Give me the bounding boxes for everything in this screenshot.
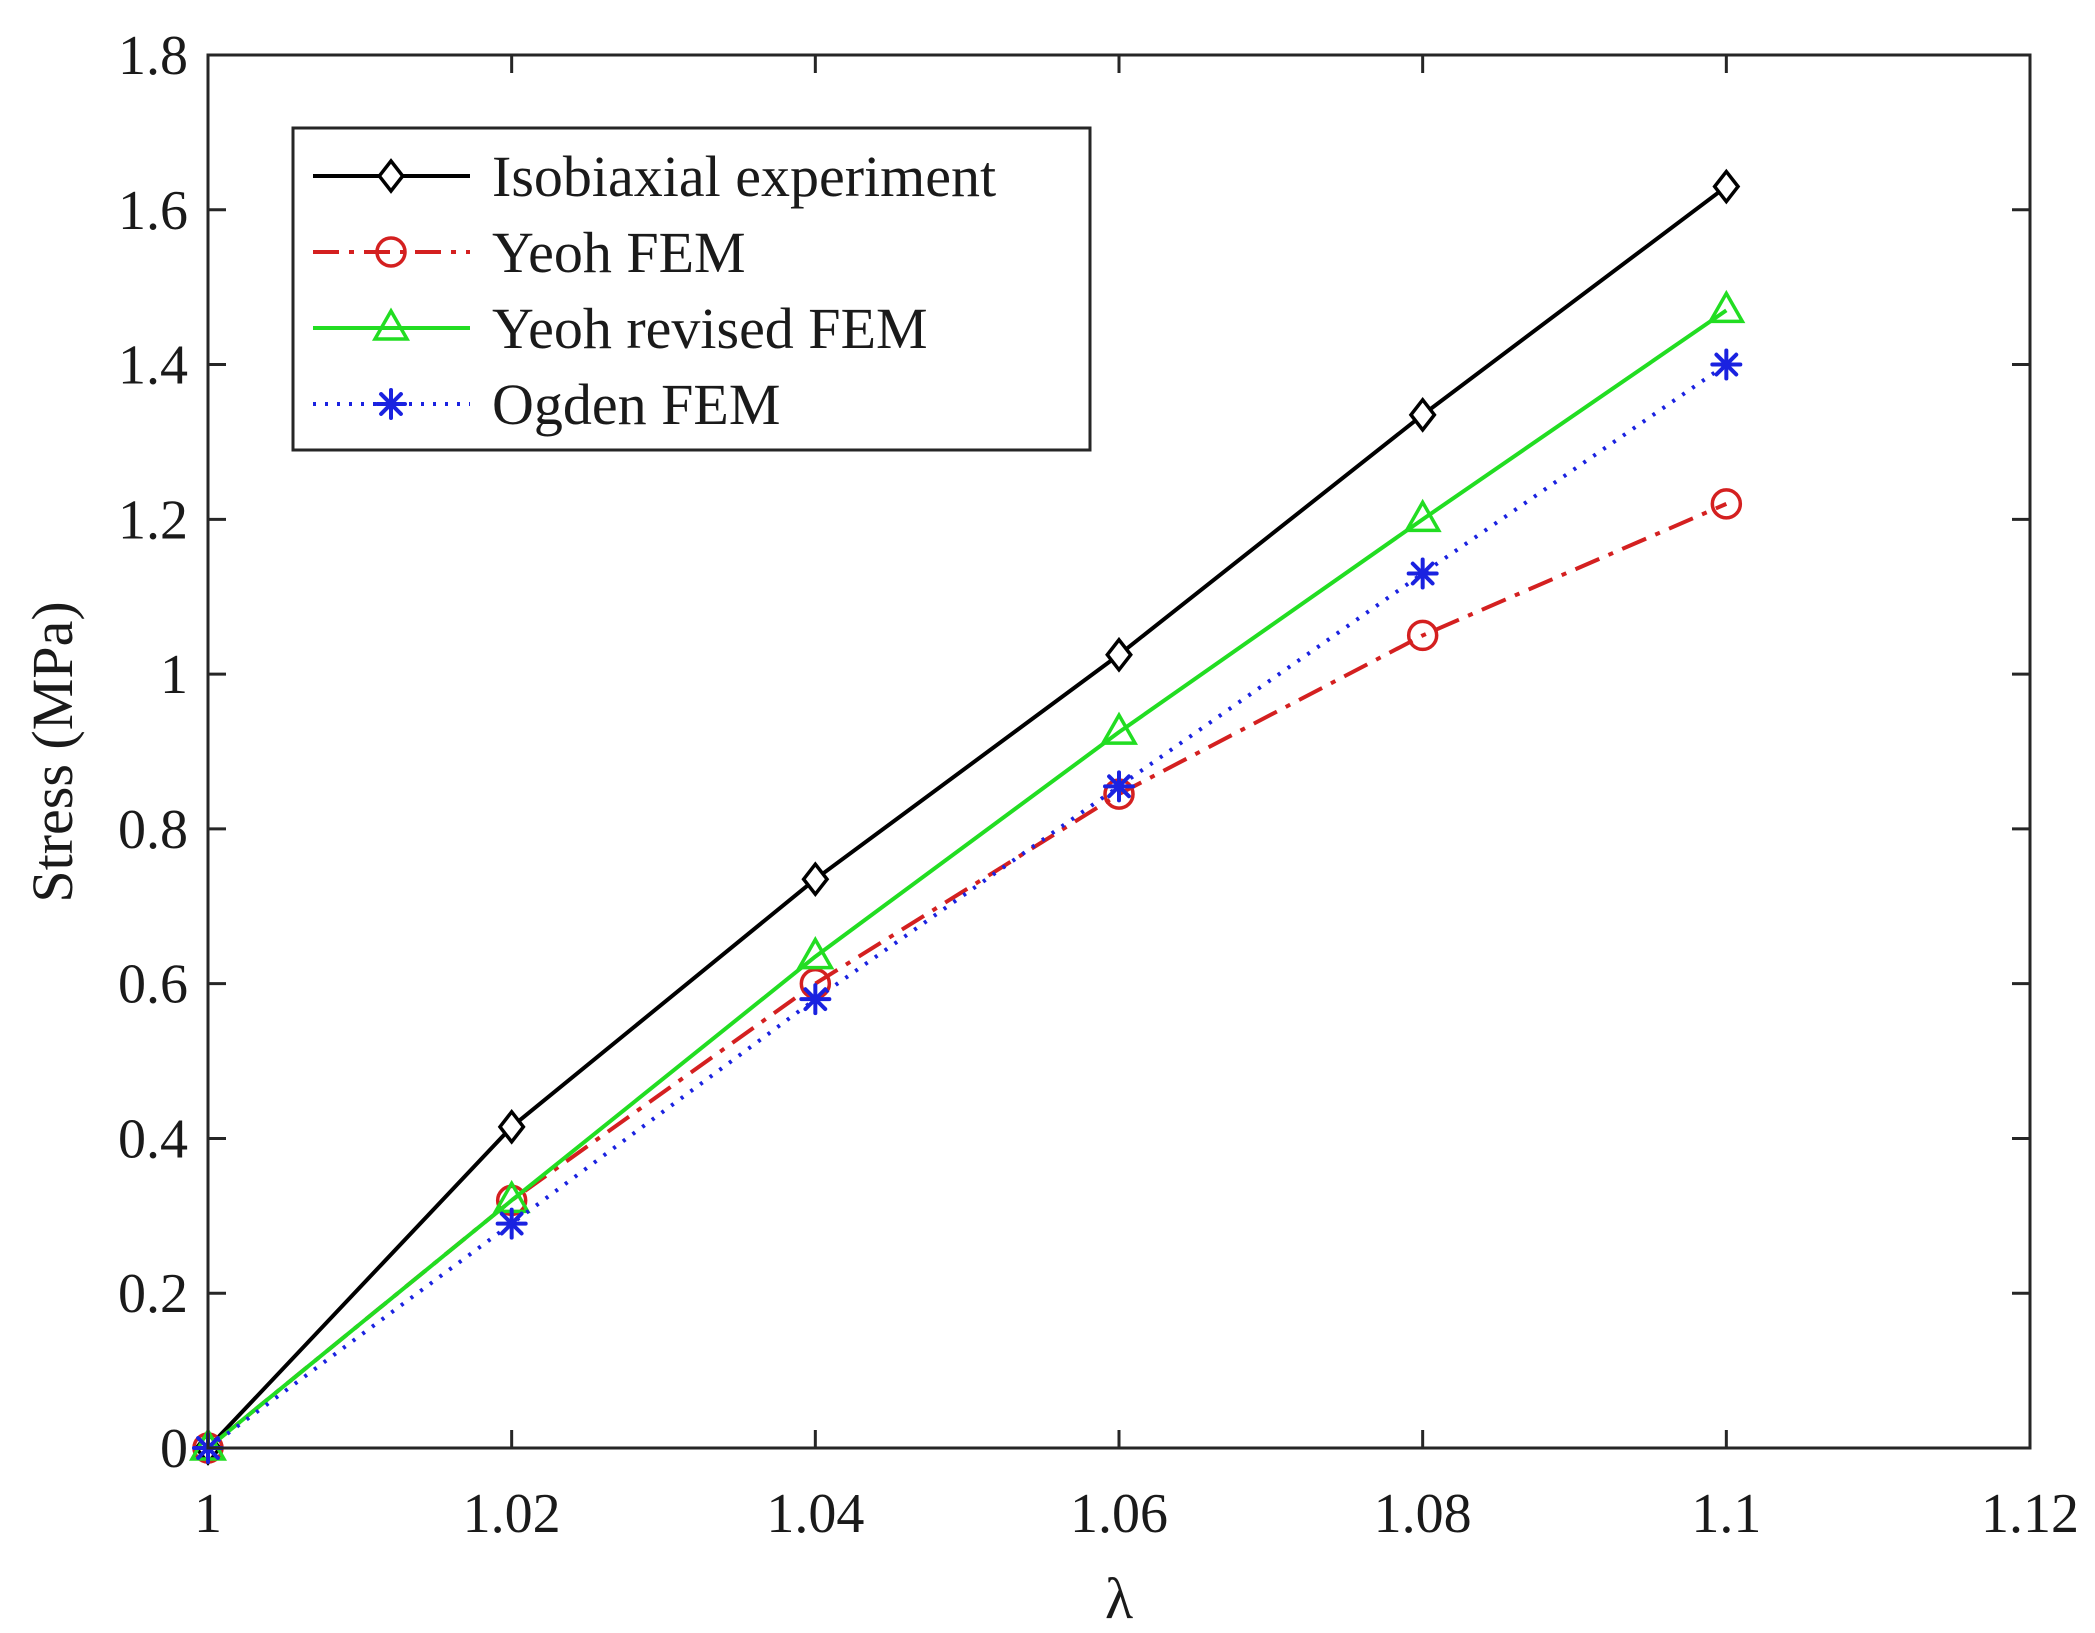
y-tick-label: 1.2 [118,489,188,551]
data-point-3-4 [1406,557,1439,590]
legend-item-2: Yeoh revised FEM [313,296,928,361]
x-tick-label: 1.08 [1374,1483,1472,1545]
data-point-2-2 [796,936,835,970]
x-tick-label: 1.1 [1691,1483,1761,1545]
data-point-3-5 [1710,348,1743,381]
legend-box [291,126,1092,452]
y-tick-label: 1 [160,644,188,706]
series-line-3 [206,362,1728,1450]
legend-marker-1 [375,236,407,268]
y-tick-label: 1.8 [118,25,188,87]
y-tick-label: 0.6 [118,954,188,1016]
data-point-0-3 [1105,636,1133,673]
y-tick-label: 1.4 [118,335,188,397]
legend-label-3: Ogden FEM [492,372,780,437]
y-tick-label: 1.6 [118,180,188,242]
series-line-0 [206,184,1728,1450]
data-point-2-3 [1099,711,1139,745]
data-point-3-2 [799,983,832,1016]
data-point-0-2 [801,861,830,898]
legend-item-3: Ogden FEM [313,372,780,437]
y-axis-title: Stress (MPa) [20,601,85,902]
series-layer [188,168,1746,1466]
data-point-3-3 [1103,770,1135,803]
data-point-2-4 [1403,498,1442,533]
data-point-1-4 [1406,619,1439,652]
x-tick-label: 1 [194,1483,222,1545]
y-tick-label: 0.2 [118,1263,188,1325]
legend-marker-3 [375,388,407,420]
data-point-0-5 [1712,168,1741,205]
data-point-0-4 [1408,397,1437,433]
x-tick-label: 1.04 [766,1483,864,1545]
x-tick-label: 1.06 [1070,1483,1168,1545]
data-point-1-5 [1710,488,1743,520]
x-tick-label: 1.12 [1981,1483,2079,1545]
legend-marker-0 [377,158,405,194]
data-point-0-1 [497,1108,526,1145]
y-tick-label: 0 [160,1418,188,1480]
legend: Isobiaxial experiment Yeoh FEM Yeoh revise… [291,126,1092,452]
y-tick-label: 0.4 [118,1108,188,1170]
series-line-2 [206,308,1728,1450]
x-axis-title: λ [1105,1566,1133,1631]
x-tick-label: 1.02 [463,1483,561,1545]
legend-label-1: Yeoh FEM [492,220,746,285]
legend-item-1: Yeoh FEM [313,220,746,285]
y-tick-label: 0.8 [118,799,188,861]
legend-label-2: Yeoh revised FEM [492,296,928,361]
ticks-layer: 1 1.02 1.04 1.06 1.08 1.1 1.12 0 0.2 0.4 0.6 0.8 1 1.… [118,25,2079,1545]
data-point-3-1 [495,1207,528,1240]
legend-label-0: Isobiaxial experiment [492,144,996,209]
data-point-2-5 [1707,289,1746,324]
legend-marker-2 [371,307,411,341]
legend-item-0: Isobiaxial experiment [313,144,996,209]
